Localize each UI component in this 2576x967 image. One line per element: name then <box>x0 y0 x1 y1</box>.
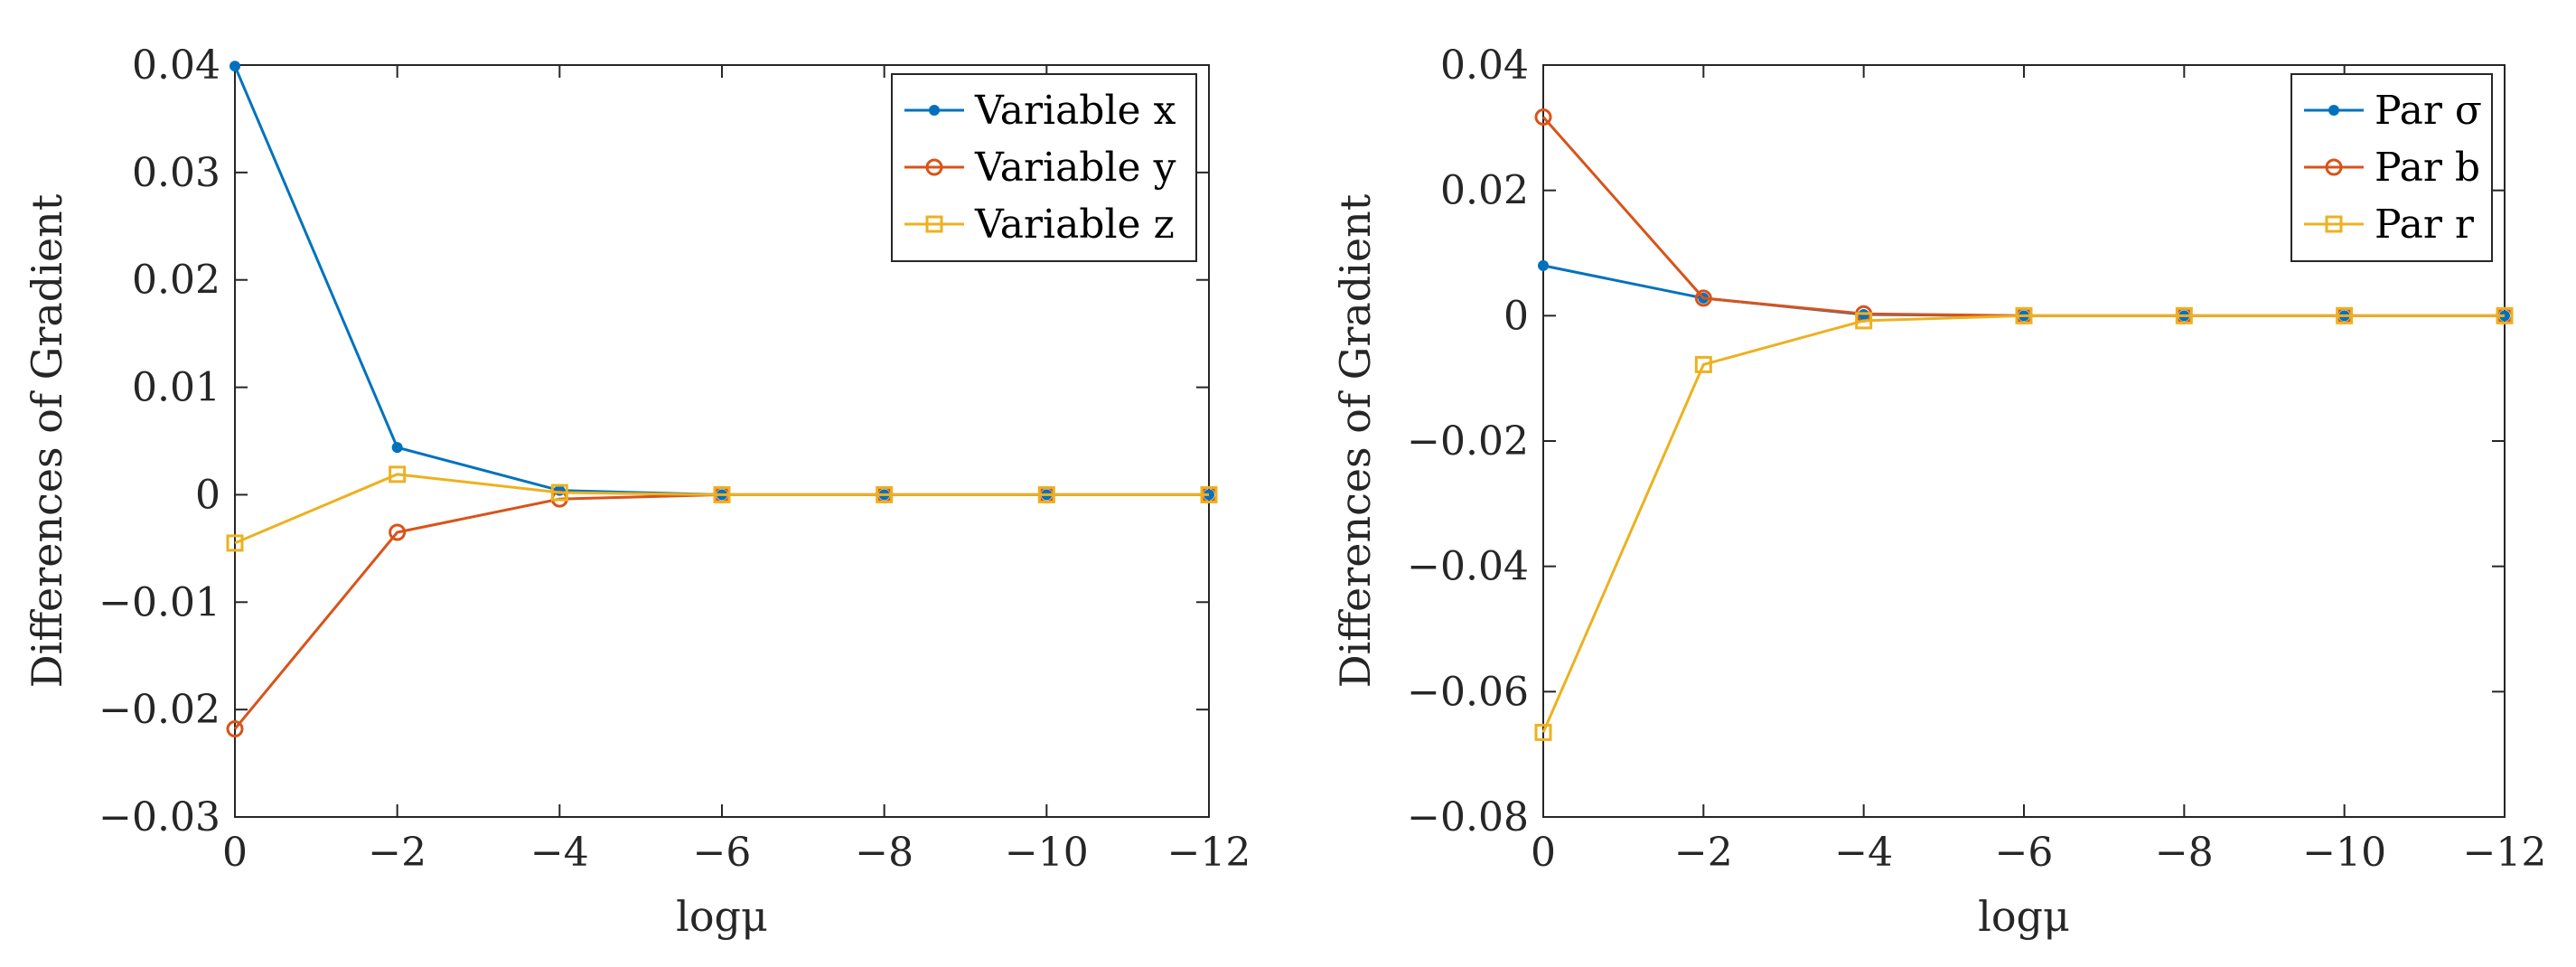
x-axis-label: logμ <box>676 892 768 941</box>
data-point-variable-z <box>550 484 568 502</box>
legend-marker-variable-z <box>925 215 943 233</box>
y-tick-label: −0.06 <box>1407 669 1529 715</box>
y-tick-label: 0.02 <box>1440 168 1529 214</box>
series-line-par-r <box>1541 314 2505 733</box>
data-point-variable-z <box>876 485 894 503</box>
y-axis-label: Differences of Gradient <box>1331 193 1380 688</box>
x-tick-label: −4 <box>1834 830 1893 876</box>
y-tick-label: −0.02 <box>98 687 220 733</box>
x-tick-label: 0 <box>222 830 248 876</box>
data-point-par <box>1538 259 1549 271</box>
data-point-variable-y <box>226 720 244 738</box>
x-tick-label: −10 <box>2302 830 2386 876</box>
right-chart: −0.08 −0.06 −0.04 −0.02 0 0.02 0.04 0 −2 −4 −6 −8 −1… <box>1331 42 2547 941</box>
y-tick-label: −0.04 <box>1407 544 1529 590</box>
legend-label-par: Par σ <box>2375 88 2482 134</box>
data-point-par-b <box>1694 289 1712 307</box>
legend-label-variable-z: Variable z <box>974 202 1175 248</box>
data-point-variable-z <box>226 534 244 552</box>
legend-label-variable-x: Variable x <box>974 88 1176 134</box>
legend-marker-variable-y <box>925 158 943 176</box>
series-line-variable-y <box>233 493 1209 730</box>
legend-marker-par-r <box>2325 215 2343 233</box>
data-point-par-b <box>1534 108 1552 127</box>
y-tick-label: 0 <box>195 472 220 518</box>
data-point-par-r <box>2175 306 2193 324</box>
y-tick-label: 0.01 <box>132 365 220 411</box>
x-tick-label: −8 <box>2155 830 2214 876</box>
x-tick-label: 0 <box>1531 830 1556 876</box>
x-tick-label: −6 <box>693 830 752 876</box>
data-point-par-r <box>1855 312 1873 330</box>
data-point-variable-z <box>1037 485 1055 503</box>
legend-marker-variable-x <box>929 105 940 116</box>
x-tick-label: −8 <box>855 830 913 876</box>
y-tick-label: 0.04 <box>1440 42 1529 89</box>
x-tick-label: −12 <box>2463 830 2547 876</box>
x-tick-label: −4 <box>530 830 589 876</box>
y-tick-label: −0.03 <box>98 794 220 840</box>
right-chart-panel: −0.08 −0.06 −0.04 −0.02 0 0.02 0.04 0 −2 −4 −6 −8 −1… <box>1288 0 2576 967</box>
data-point-variable-z <box>389 465 407 484</box>
series-line-variable-z <box>234 473 1209 545</box>
y-tick-label: 0.03 <box>132 150 220 196</box>
data-point-par-r <box>1534 723 1552 741</box>
legend-label-par-b: Par b <box>2375 145 2480 191</box>
x-tick-label: −6 <box>1995 830 2054 876</box>
y-tick-label: 0.02 <box>132 258 220 304</box>
legend-marker-par-b <box>2325 158 2343 176</box>
x-tick-label: −10 <box>1005 830 1089 876</box>
left-chart-panel: −0.03 −0.02 −0.01 0 0.01 0.02 0.03 0.04 0 −2 −4 −6 −… <box>23 42 1251 941</box>
data-point-par-r <box>2336 306 2354 324</box>
x-tick-label: −2 <box>1674 830 1733 876</box>
y-axis-label: Differences of Gradient <box>23 193 71 688</box>
x-tick-label: −12 <box>1167 830 1251 876</box>
y-tick-label: −0.02 <box>1407 418 1529 465</box>
x-tick-label: −2 <box>368 830 426 876</box>
y-tick-label: 0 <box>1503 293 1529 339</box>
left-chart: −0.03 −0.02 −0.01 0 0.01 0.02 0.03 0.04 0 −2 −4 −6 −… <box>23 42 1251 941</box>
legend-label-par-r: Par r <box>2375 202 2475 248</box>
data-point-variable-z <box>1200 485 1218 503</box>
data-point-par-r <box>2015 306 2033 324</box>
x-axis-label: logμ <box>1978 892 2070 941</box>
y-tick-label: −0.01 <box>98 579 220 625</box>
data-point-par-r <box>2496 306 2514 324</box>
y-tick-label: 0.04 <box>132 42 220 89</box>
legend-label-variable-y: Variable y <box>974 145 1176 191</box>
y-tick-label: −0.08 <box>1407 794 1529 840</box>
data-point-variable-x <box>391 442 403 454</box>
data-point-variable-y <box>389 523 407 541</box>
legend-marker-par <box>2328 105 2339 116</box>
data-point-variable-z <box>713 485 731 503</box>
data-point-par-r <box>1694 355 1712 373</box>
data-point-variable-x <box>229 61 240 72</box>
